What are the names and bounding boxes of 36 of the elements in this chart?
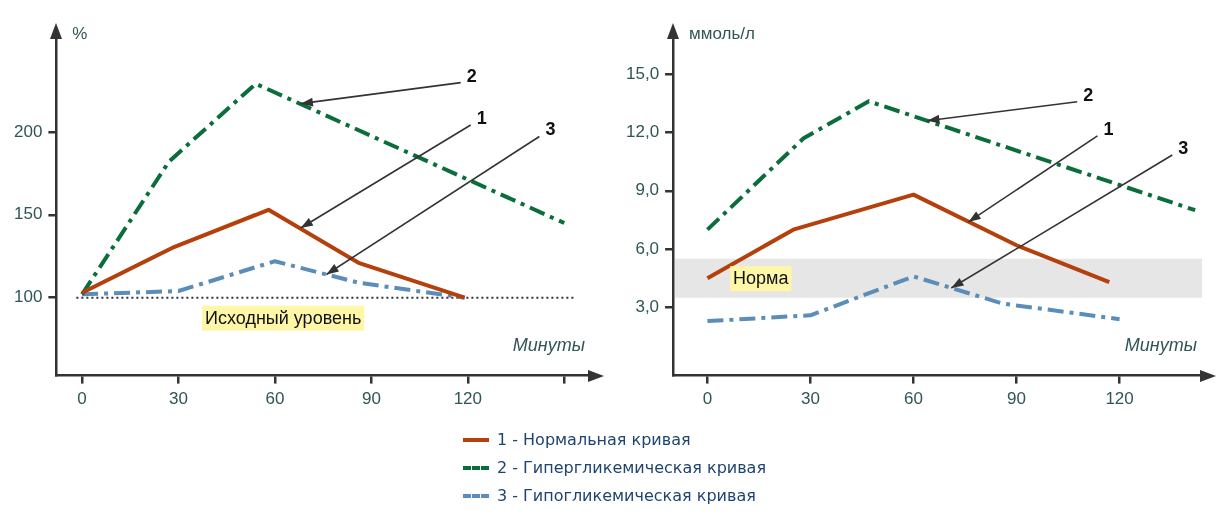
x-tick-label: 60 (265, 389, 285, 409)
x-tick-label: 30 (801, 389, 820, 409)
y-tick-label: 200 (13, 121, 43, 141)
annotation: 3 (545, 119, 556, 140)
line-series (80, 81, 567, 297)
line-series (705, 99, 1198, 232)
y-axis-title: ммоль/л (689, 23, 755, 43)
y-tick-label: 3,0 (635, 297, 660, 317)
line-series (80, 259, 467, 300)
y-tick-label: 6,0 (635, 238, 660, 258)
y-tick-label: 12,0 (625, 122, 660, 142)
x-tick-label: 0 (702, 389, 713, 409)
x-axis-title: Минуты (1124, 334, 1197, 355)
annotation: 2 (1083, 84, 1094, 105)
legend-label: 3 - Гипогликемическая кривая (496, 485, 756, 507)
annotation: 1 (1103, 118, 1114, 139)
legend-label: 2 - Гипергликемическая кривая (496, 457, 767, 479)
x-tick-label: 60 (904, 389, 923, 409)
y-tick-label: 150 (13, 204, 43, 224)
annotation: 3 (1178, 138, 1189, 159)
x-tick-label: 120 (453, 389, 483, 409)
x-tick-label: 120 (1105, 389, 1134, 409)
annotation: 2 (466, 65, 477, 86)
x-tick-label: 90 (361, 389, 381, 409)
x-axis-title: Минуты (512, 334, 585, 355)
annotation: 1 (476, 108, 487, 128)
y-tick-label: 15,0 (625, 63, 660, 83)
legend-label: 1 - Нормальная кривая (496, 429, 691, 451)
y-tick-label: 100 (13, 287, 43, 307)
x-tick-label: 0 (77, 389, 87, 409)
band-label: Норма (733, 268, 790, 289)
y-axis-title: % (72, 23, 88, 43)
ref-line-label: Исходный уровень (205, 307, 362, 328)
y-tick-label: 9,0 (635, 180, 660, 200)
x-tick-label: 90 (1007, 389, 1026, 409)
x-tick-label: 30 (169, 389, 188, 409)
